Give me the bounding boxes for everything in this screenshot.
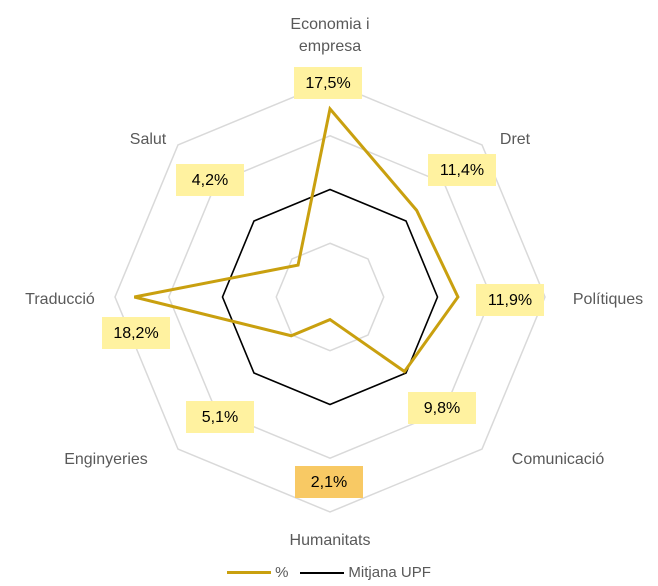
category-label: Comunicació (511, 451, 605, 468)
grid-ring (167, 134, 493, 460)
category-label: Polítiques (572, 291, 644, 308)
data-label-box (295, 466, 363, 498)
data-label-box (294, 67, 362, 99)
category-label: Traducció (25, 291, 95, 308)
data-label: 5,1% (202, 409, 238, 426)
data-label-box (176, 164, 244, 196)
legend-label: % (275, 564, 289, 581)
data-label-box (476, 284, 544, 316)
grid-ring (114, 81, 546, 513)
data-label: 11,4% (440, 162, 484, 179)
legend-item: % (227, 564, 288, 581)
legend-item: Mitjana UPF (300, 564, 431, 581)
category-label: Enginyeries (64, 451, 148, 468)
data-label-box (102, 317, 170, 349)
data-label: 11,9% (488, 292, 532, 309)
category-label: Dret (499, 131, 531, 148)
data-label: 9,8% (424, 400, 460, 417)
data-label-box (186, 401, 254, 433)
series-line (133, 105, 460, 374)
category-label: Economia i empresa (290, 16, 370, 55)
data-label: 18,2% (113, 325, 158, 342)
category-label: Salut (129, 131, 167, 148)
data-label: 2,1% (311, 474, 347, 491)
data-label: 17,5% (305, 75, 350, 92)
legend: % Mitjana UPF (0, 564, 658, 581)
legend-swatch (227, 571, 272, 574)
data-label-box (408, 392, 476, 424)
data-label-box (428, 154, 496, 186)
grid-ring (275, 242, 385, 352)
legend-swatch (300, 571, 345, 574)
data-label: 4,2% (192, 172, 228, 189)
category-label: Humanitats (289, 532, 371, 549)
series-line (221, 188, 439, 406)
legend-label: Mitjana UPF (348, 564, 431, 581)
